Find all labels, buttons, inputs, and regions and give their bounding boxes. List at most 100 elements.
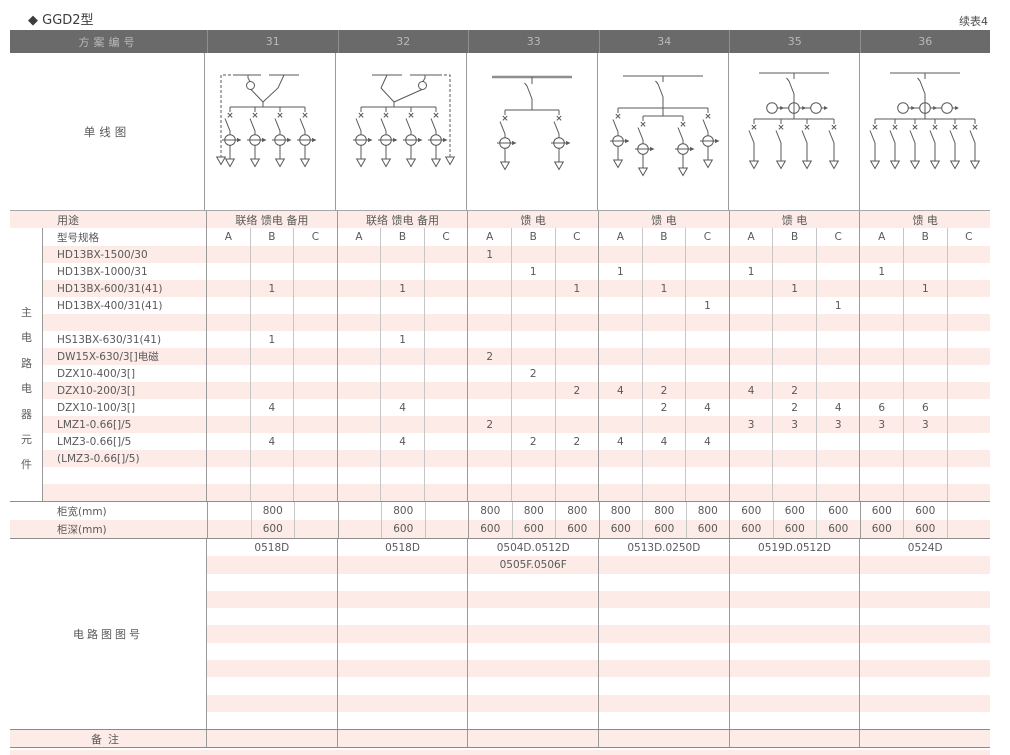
quantity-cell: 4 xyxy=(685,433,729,450)
drawing-number-cell xyxy=(207,591,337,608)
sub-column-letter: C xyxy=(293,228,337,246)
quantity-cell xyxy=(467,484,511,501)
quantity-cell xyxy=(859,348,903,365)
quantity-cell xyxy=(510,297,555,314)
drawing-number-row xyxy=(207,608,990,626)
sub-column-letter: C xyxy=(946,228,991,246)
quantity-cell xyxy=(423,450,468,467)
drawing-number-row xyxy=(207,711,990,730)
sub-column-letter: B xyxy=(249,228,294,246)
quantity-cell xyxy=(815,263,860,280)
quantity-cell: 1 xyxy=(903,280,947,297)
quantity-cell xyxy=(380,467,424,484)
drawing-number-cell xyxy=(728,677,860,695)
circuit-drawing-number-grid: 0518D 0518D 0504D.0512D 0513D.0250D 0519D.05… xyxy=(207,539,990,730)
quantity-cell xyxy=(293,365,337,382)
quantity-cell xyxy=(423,416,468,433)
quantity-cell: 1 xyxy=(249,280,294,297)
usage-value: 馈 电 xyxy=(467,211,598,228)
drawing-number-cell: 0505F.0506F xyxy=(467,556,598,574)
quantity-cell xyxy=(249,314,294,331)
page-title: ◆ GGD2型 xyxy=(28,13,94,28)
quantity-cell xyxy=(423,263,468,280)
main-circuit-components-vertical-label: 主电路电器元件 xyxy=(21,306,32,472)
cabinet-width-label: 柜宽(mm) xyxy=(57,505,107,518)
quantity-cell xyxy=(554,297,599,314)
quantity-cell xyxy=(685,348,729,365)
quantity-cell xyxy=(467,280,511,297)
quantity-cell: 2 xyxy=(772,382,816,399)
quantity-cell xyxy=(336,314,381,331)
quantity-cell xyxy=(380,450,424,467)
dimension-cell: 600 xyxy=(381,520,425,538)
quantity-cell xyxy=(249,297,294,314)
quantity-cell xyxy=(554,450,599,467)
cabinet-depth-label: 柜深(mm) xyxy=(57,523,107,536)
usage-value: 联络 馈电 备用 xyxy=(336,211,468,228)
quantity-cell: 1 xyxy=(380,280,424,297)
quantity-cell xyxy=(206,297,250,314)
drawing-number-cell xyxy=(467,642,598,661)
quantity-cell xyxy=(815,348,860,365)
quantity-cell xyxy=(249,484,294,501)
quantity-cell: 2 xyxy=(554,433,599,450)
quantity-cell xyxy=(293,280,337,297)
quantity-cell xyxy=(859,382,903,399)
drawing-number-cell xyxy=(336,660,468,678)
sub-column-letter: A xyxy=(336,228,381,246)
component-row: LMZ3-0.66[]/5 4 4 2 2 4 4 4 xyxy=(10,433,990,450)
quantity-cell xyxy=(510,484,555,501)
quantity-cell: 2 xyxy=(510,433,555,450)
quantity-cell xyxy=(946,467,991,484)
quantity-cell xyxy=(772,484,816,501)
remarks-cell xyxy=(467,730,598,748)
quantity-cell xyxy=(946,263,991,280)
quantity-cell xyxy=(859,467,903,484)
quantity-cell xyxy=(423,365,468,382)
drawing-number-cell xyxy=(859,573,990,591)
quantity-cell xyxy=(641,263,686,280)
quantity-cell xyxy=(554,416,599,433)
quantity-cell xyxy=(380,246,424,263)
quantity-cell xyxy=(293,348,337,365)
cabinet-width-row: 柜宽(mm) 800 800 800 800 800 800 800 800 600 600 600… xyxy=(10,501,990,520)
quantity-cell xyxy=(859,450,903,467)
drawing-number-row xyxy=(207,573,990,591)
quantity-cell xyxy=(380,348,424,365)
quantity-cell xyxy=(598,348,642,365)
quantity-cell xyxy=(598,280,642,297)
drawing-number-cell xyxy=(728,642,860,661)
quantity-cell xyxy=(336,365,381,382)
quantity-cell: 1 xyxy=(685,297,729,314)
quantity-cell xyxy=(510,280,555,297)
drawing-number-cell: 0519D.0512D xyxy=(728,539,860,557)
quantity-cell xyxy=(598,314,642,331)
side-spacer xyxy=(10,433,43,450)
dimension-cell: 800 xyxy=(555,502,599,520)
quantity-cell xyxy=(903,484,947,501)
quantity-cell xyxy=(336,450,381,467)
quantity-cell: 2 xyxy=(641,399,686,416)
quantity-cell xyxy=(206,484,250,501)
drawing-number-cell xyxy=(859,625,990,643)
drawing-number-cell xyxy=(467,677,598,695)
quantity-cell xyxy=(423,246,468,263)
drawing-number-cell xyxy=(598,677,729,695)
quantity-cell xyxy=(467,314,511,331)
component-matrix: 主电路电器元件 HD13BX-1500/30 1 HD13BX-1000/31 1 1 1… xyxy=(10,246,990,501)
quantity-cell xyxy=(946,331,991,348)
quantity-cell xyxy=(510,467,555,484)
component-model: HD13BX-400/31(41) xyxy=(57,299,163,312)
quantity-cell: 4 xyxy=(685,399,729,416)
quantity-cell xyxy=(641,416,686,433)
dimension-cell: 800 xyxy=(685,502,730,520)
component-model xyxy=(43,484,206,501)
sub-column-letter: C xyxy=(815,228,860,246)
quantity-cell xyxy=(554,365,599,382)
usage-value: 联络 馈电 备用 xyxy=(235,213,309,227)
quantity-cell xyxy=(772,263,816,280)
dimension-cell: 600 xyxy=(555,520,599,538)
drawing-number-cell xyxy=(728,711,860,730)
quantity-cell xyxy=(728,280,773,297)
quantity-cell xyxy=(380,484,424,501)
